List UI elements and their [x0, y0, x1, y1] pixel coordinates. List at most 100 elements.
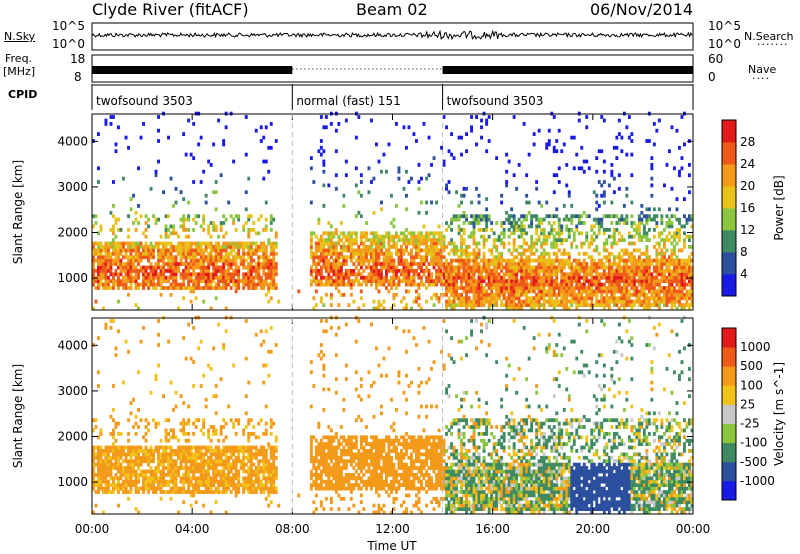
power-cell [405, 269, 408, 273]
power-cell [462, 231, 466, 236]
power-cell [164, 245, 168, 249]
power-cell [199, 269, 203, 273]
power-cell [327, 275, 331, 280]
power-cell [482, 265, 486, 270]
power-cell [675, 296, 679, 301]
power-cell [247, 234, 251, 239]
power-cell [520, 262, 524, 266]
velocity-cell [142, 479, 145, 484]
power-cell [655, 248, 659, 253]
power-cell [207, 262, 211, 266]
velocity-cell [202, 452, 206, 457]
power-cell [435, 292, 438, 297]
power-cell [517, 251, 521, 256]
velocity-cell [192, 490, 196, 494]
power-cell [387, 245, 391, 249]
power-cell [339, 245, 343, 249]
power-cell [417, 275, 421, 280]
velocity-cell [112, 490, 115, 494]
power-cell [495, 286, 499, 290]
velocity-cell [182, 459, 186, 464]
power-cell [365, 245, 368, 249]
power-cell [117, 282, 120, 287]
power-cell [262, 258, 266, 263]
power-cell [319, 275, 323, 280]
velocity-cell [189, 466, 193, 470]
power-cell [437, 262, 441, 266]
power-cell [497, 255, 501, 260]
velocity-cell [199, 483, 203, 487]
power-cell [447, 190, 451, 195]
power-cell [688, 262, 691, 266]
velocity-cell [117, 476, 120, 481]
power-cell [475, 245, 478, 249]
power-cell [112, 262, 115, 266]
velocity-cell [199, 469, 203, 474]
power-cell [655, 241, 659, 246]
velocity-cell [174, 462, 178, 467]
power-cell [102, 306, 105, 311]
power-cell [450, 248, 453, 253]
power-cell [510, 207, 514, 212]
power-cell [470, 115, 473, 119]
power-cell [617, 173, 621, 178]
power-cell [670, 255, 674, 260]
power-cell [375, 238, 378, 242]
power-cell [455, 282, 458, 287]
velocity-cell [209, 449, 213, 453]
power-cell [167, 251, 170, 256]
power-cell [104, 262, 108, 266]
power-cell [627, 275, 631, 280]
power-cell [575, 296, 579, 301]
power-cell [435, 262, 438, 266]
power-cell [380, 303, 383, 307]
velocity-cell [97, 370, 100, 375]
power-cell [645, 265, 649, 270]
power-cell [577, 289, 581, 294]
power-cell [327, 238, 331, 242]
velocity-cell [114, 483, 118, 487]
power-cell [590, 286, 594, 290]
power-cell [112, 248, 115, 253]
power-cell [445, 262, 448, 266]
power-cell [510, 289, 514, 294]
power-cell [217, 279, 221, 283]
power-cell [422, 258, 426, 263]
power-cell [685, 262, 689, 266]
power-cell [592, 279, 596, 283]
power-cell [365, 221, 368, 225]
velocity-cell [164, 449, 168, 453]
power-cell [532, 142, 536, 147]
power-cell [319, 279, 323, 283]
power-cell [465, 269, 468, 273]
power-cell [415, 272, 418, 277]
power-cell [485, 118, 489, 123]
power-cell [482, 292, 486, 297]
power-cell [560, 265, 564, 270]
velocity-cell [244, 411, 248, 416]
power-cell [267, 262, 271, 266]
power-cell [470, 258, 473, 263]
power-cell [259, 279, 263, 283]
velocity-cell [204, 469, 208, 474]
power-cell [637, 238, 641, 242]
velocity-cell [174, 449, 178, 453]
power-cell [227, 269, 231, 273]
power-cell [392, 269, 396, 273]
velocity-cell [194, 466, 198, 470]
power-cell [194, 286, 198, 290]
power-cell [334, 279, 338, 283]
power-cell [602, 228, 606, 232]
velocity-cell [104, 490, 108, 494]
freq-trace [92, 66, 693, 74]
power-cell [522, 231, 526, 236]
power-cell [214, 224, 218, 229]
velocity-cell [134, 452, 138, 457]
power-cell [224, 255, 228, 260]
power-cell [267, 255, 271, 260]
power-cell [522, 122, 526, 126]
power-cell [212, 221, 216, 225]
power-cell [94, 214, 98, 219]
power-cell [365, 258, 368, 263]
power-cell [139, 269, 143, 273]
